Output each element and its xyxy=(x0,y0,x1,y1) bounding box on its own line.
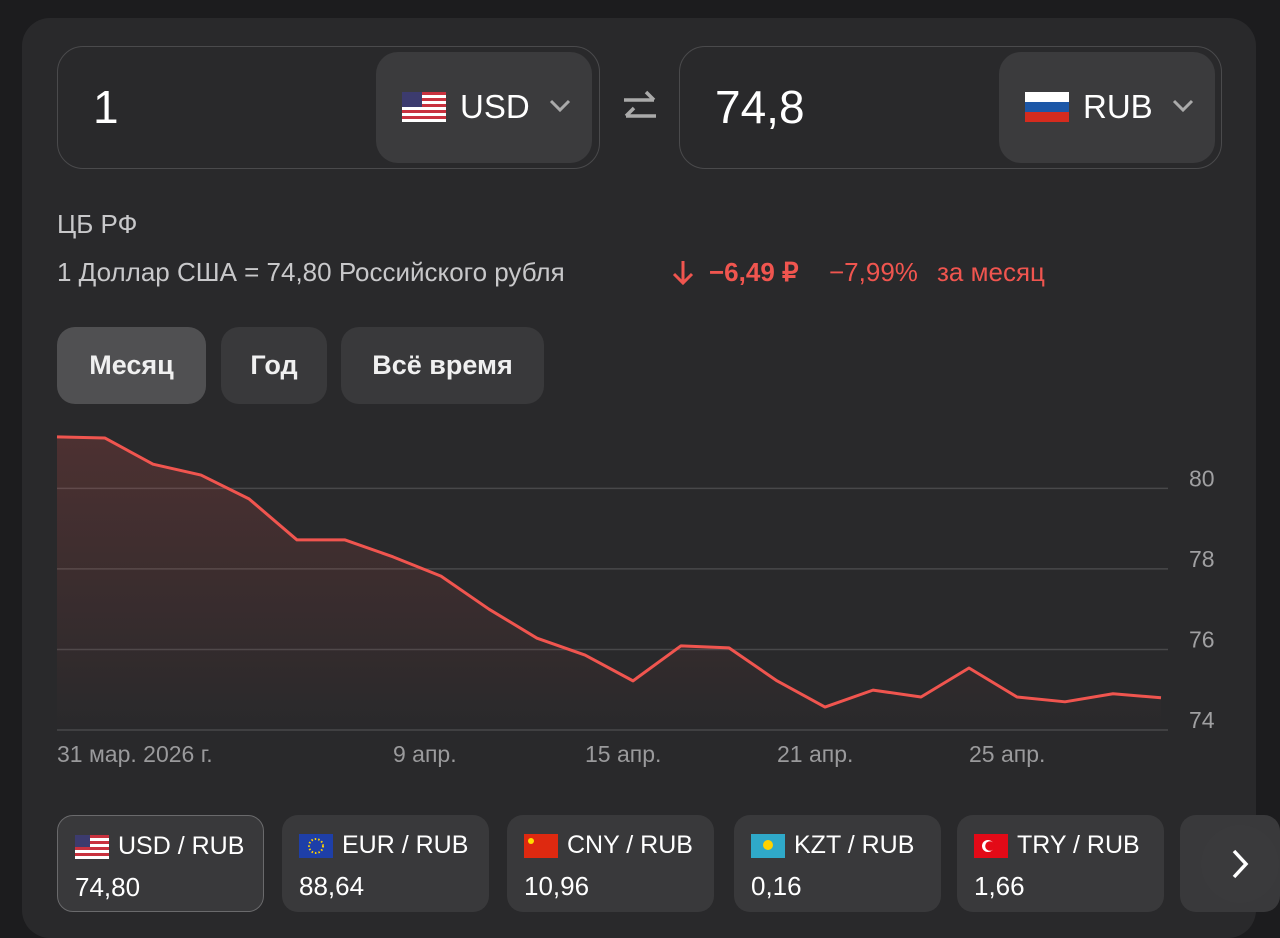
rate-text: 1 Доллар США = 74,80 Российского рубля xyxy=(57,257,565,287)
chevron xyxy=(549,99,571,113)
y-tick-label: 74 xyxy=(1189,707,1215,733)
flag xyxy=(299,834,333,858)
next-icon xyxy=(1232,849,1249,879)
chevron xyxy=(1172,99,1194,113)
pair-name: USD / RUB xyxy=(118,832,245,860)
x-tick-label: 15 апр. xyxy=(585,741,661,767)
source: ЦБ РФ xyxy=(57,209,138,239)
tab[interactable]: Всё время xyxy=(341,327,544,404)
to-amount: 74,8 xyxy=(715,81,805,133)
chart: 74 76 78 80 31 мар. 2026 г. 9 апр. 15 апр. 21 а… xyxy=(56,435,1215,767)
from-currency-select[interactable]: USD xyxy=(376,52,592,163)
pair-tile[interactable]: TRY / RUB 1,66 xyxy=(957,815,1164,912)
pair-tile[interactable]: EUR / RUB 88,64 xyxy=(282,815,489,912)
x-tick-label: 21 апр. xyxy=(777,741,853,767)
y-tick-label: 80 xyxy=(1189,465,1215,491)
area xyxy=(57,436,1161,730)
pair-tile[interactable]: CNY / RUB 10,96 xyxy=(507,815,714,912)
down-arrow xyxy=(672,261,694,286)
rate-change-percent: −7,99% xyxy=(829,257,918,287)
to-currency: RUB xyxy=(1083,88,1153,125)
to-currency-select[interactable]: RUB xyxy=(999,52,1215,163)
pair-value: 88,64 xyxy=(299,871,365,901)
pair-tile[interactable]: USD / RUB 74,80 xyxy=(57,815,264,912)
rate-period: за месяц xyxy=(937,257,1045,287)
y-tick-label: 78 xyxy=(1189,546,1215,572)
to-input[interactable] xyxy=(679,46,1222,169)
flag xyxy=(751,834,785,858)
pair-name: TRY / RUB xyxy=(1017,831,1140,859)
flag-ru xyxy=(1025,92,1069,122)
from-input[interactable] xyxy=(57,46,600,169)
flag-us xyxy=(402,92,446,122)
x-tick-label: 25 апр. xyxy=(969,741,1045,767)
tab-active[interactable]: Месяц xyxy=(57,327,206,404)
from-amount: 1 xyxy=(93,81,119,133)
y-tick-label: 76 xyxy=(1189,626,1215,652)
pair-value: 74,80 xyxy=(75,872,141,902)
tab[interactable]: Год xyxy=(221,327,327,404)
x-tick-label: 31 мар. 2026 г. xyxy=(57,741,213,767)
line xyxy=(56,435,1162,709)
pair-name: EUR / RUB xyxy=(342,831,469,859)
from-currency: USD xyxy=(460,88,530,125)
next-button[interactable] xyxy=(1201,825,1279,903)
pair-name: CNY / RUB xyxy=(567,831,693,859)
converter-card xyxy=(22,18,1256,938)
x-tick-label: 9 апр. xyxy=(393,741,457,767)
flag xyxy=(974,834,1008,858)
swap-icon[interactable] xyxy=(620,88,660,128)
pair-value: 1,66 xyxy=(974,871,1025,901)
pair-value: 0,16 xyxy=(751,871,802,901)
flag xyxy=(524,834,558,858)
pair-tile[interactable]: KZT / RUB 0,16 xyxy=(734,815,941,912)
pair-name: KZT / RUB xyxy=(794,831,915,859)
flag xyxy=(75,835,109,859)
pair-value: 10,96 xyxy=(524,871,590,901)
rate-change: −6,49 ₽ xyxy=(709,257,799,287)
